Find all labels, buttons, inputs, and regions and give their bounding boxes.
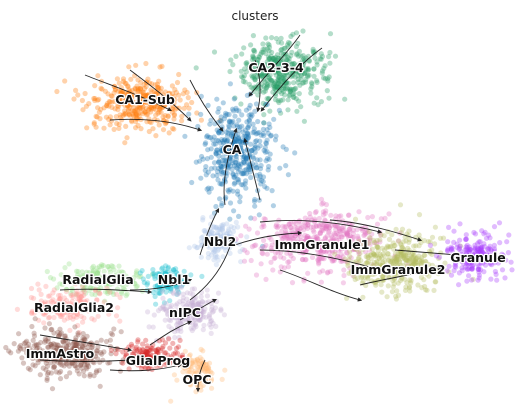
streamline	[189, 79, 224, 132]
cluster-points-ca1-sub	[54, 60, 223, 146]
streamline	[259, 220, 383, 234]
cluster-points-nbl2	[186, 214, 250, 268]
streamline	[129, 278, 193, 291]
cluster-labels: CA2-3-4 CA1-Sub CA Nbl2 ImmGranule1 ImmGranul…	[25, 59, 507, 388]
cluster-label-ca2-3-4: CA2-3-4	[248, 60, 304, 75]
streamline	[259, 249, 383, 272]
cluster-points-radialglia	[44, 261, 156, 310]
cluster-label-nbl2: Nbl2	[204, 234, 236, 249]
cluster-points-granule	[427, 220, 515, 288]
streamline	[149, 320, 193, 346]
streamline	[243, 137, 261, 201]
cluster-points-nbl1	[137, 263, 205, 307]
cluster-points-immastro	[3, 316, 150, 392]
streamline	[359, 266, 443, 286]
cluster-points-radialglia2	[14, 281, 123, 336]
streamline	[254, 59, 261, 113]
streamline	[394, 249, 473, 259]
cluster-points-ca	[182, 81, 298, 249]
streamline	[199, 208, 220, 256]
streamline	[59, 288, 153, 295]
cluster-label-ca1-sub: CA1-Sub	[115, 92, 175, 107]
streamline	[189, 237, 234, 301]
cluster-label-radialglia2: RadialGlia2	[34, 300, 114, 315]
scatter-points	[3, 28, 515, 404]
cluster-label-nbl1: Nbl1	[158, 272, 190, 287]
streamline	[109, 118, 203, 132]
cluster-label-granule: Granule	[450, 250, 505, 265]
streamline	[223, 127, 238, 206]
cluster-label-immgranule2: ImmGranule2	[351, 262, 446, 277]
cluster-label-immastro: ImmAstro	[26, 346, 95, 361]
streamline	[109, 363, 183, 372]
streamline	[179, 298, 218, 321]
streamline	[39, 334, 133, 352]
streamline	[234, 230, 303, 246]
cluster-label-ca: CA	[223, 142, 242, 157]
cluster-points-glialprog	[108, 336, 187, 373]
cluster-label-nipc: nIPC	[169, 305, 201, 320]
cluster-label-radialglia: RadialGlia	[62, 272, 133, 287]
streamline	[279, 269, 363, 302]
streamline	[195, 359, 206, 393]
streamline	[129, 69, 192, 122]
chart-title: clusters	[231, 9, 278, 23]
cluster-label-opc: OPC	[183, 372, 212, 387]
streamline	[329, 219, 423, 242]
velocity-streamlines	[39, 34, 473, 393]
cluster-label-glialprog: GlialProg	[126, 353, 190, 368]
streamline	[84, 74, 173, 112]
cluster-label-immgranule1: ImmGranule1	[275, 237, 370, 252]
streamline	[39, 357, 133, 363]
cluster-points-nipc	[145, 283, 227, 344]
streamline	[260, 47, 323, 112]
streamline	[248, 34, 301, 97]
